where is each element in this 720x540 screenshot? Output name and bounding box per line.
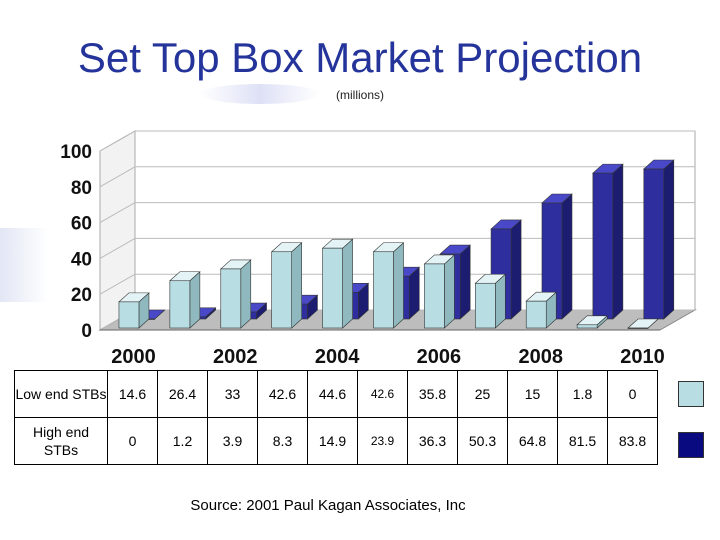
bar-high-end-side	[612, 163, 624, 320]
gridline	[99, 130, 136, 152]
bar-low-end	[271, 251, 292, 329]
table-cell: 42.6	[257, 370, 308, 418]
x-tick-label: 2006	[417, 346, 462, 368]
table-cell: 36.3	[407, 417, 458, 465]
page-title: Set Top Box Market Projection	[77, 34, 643, 81]
y-tick-label: 20	[71, 285, 92, 306]
bar-low-end	[118, 301, 140, 329]
table-cell: 50.3	[457, 417, 508, 465]
bar-high-end-side	[663, 159, 675, 320]
x-tick-label: 2004	[315, 346, 360, 368]
bar-high-end-side	[510, 219, 522, 320]
x-tick-label: 2000	[111, 346, 156, 368]
bar-low-end	[169, 280, 191, 329]
bar-low-end-side	[444, 254, 455, 329]
y-tick-label: 100	[60, 142, 92, 163]
table-cell: 42.6	[357, 370, 408, 418]
y-tick-label: 60	[71, 214, 92, 235]
table-cell: 23.9	[357, 417, 408, 465]
x-tick-label: 2010	[620, 346, 665, 368]
y-tick-label: 80	[71, 178, 92, 199]
gridline	[99, 273, 136, 295]
y-tick-label: 0	[81, 321, 92, 342]
row-label-low-end: Low end STBs	[14, 370, 108, 418]
table-cell: 14.9	[307, 417, 358, 465]
title-decoration	[200, 84, 320, 104]
side-decoration	[0, 228, 48, 302]
gridline	[99, 166, 136, 188]
bar-low-end-side	[240, 259, 252, 329]
table-cell: 14.6	[107, 370, 158, 418]
bar-low-end	[627, 327, 649, 329]
table-cell: 33	[207, 370, 258, 418]
table-cell: 25	[457, 370, 508, 418]
table-cell: 15	[507, 370, 558, 418]
gridline	[99, 202, 136, 224]
x-tick-label: 2008	[518, 346, 563, 368]
bar-low-end	[373, 251, 394, 329]
table-cell: 83.8	[607, 417, 658, 465]
table-cell: 26.4	[157, 370, 208, 418]
table-cell: 64.8	[507, 417, 558, 465]
bar-low-end	[424, 263, 445, 329]
table-cell: 44.6	[307, 370, 358, 418]
bar-low-end	[220, 268, 242, 329]
bar-low-end	[576, 324, 598, 329]
bar-low-end-side	[189, 271, 201, 329]
row-label-high-end: High end STBs	[14, 417, 108, 465]
bar-chart: 100 80 60 40 20 0 2000 2002 2004 2006 2008 2010	[60, 130, 697, 368]
table-cell: 0	[607, 370, 658, 418]
y-tick-label: 40	[71, 249, 92, 270]
bar-low-end-side	[495, 273, 506, 329]
table-row-high-end: High end STBs 0 1.2 3.9 8.3 14.9 23.9 36…	[14, 417, 658, 465]
legend-swatch-high-end	[678, 432, 704, 458]
bar-high-end-side	[561, 193, 573, 320]
table-cell: 8.3	[257, 417, 308, 465]
table-cell: 81.5	[557, 417, 608, 465]
bar-low-end	[525, 300, 547, 329]
bar-low-end-side	[291, 242, 302, 329]
bar-low-end-side	[393, 242, 404, 329]
bar-low-end-side	[342, 238, 353, 329]
data-table: Low end STBs 14.6 26.4 33 42.6 44.6 42.6…	[14, 370, 658, 465]
table-cell: 1.8	[557, 370, 608, 418]
table-row-low-end: Low end STBs 14.6 26.4 33 42.6 44.6 42.6…	[14, 370, 658, 418]
bar-high-end	[592, 172, 614, 320]
table-cell: 1.2	[157, 417, 208, 465]
legend-swatch-low-end	[678, 381, 704, 407]
bar-high-end-side	[459, 244, 471, 320]
table-cell: 0	[107, 417, 158, 465]
source-note: Source: 2001 Paul Kagan Associates, Inc	[190, 497, 466, 514]
chart-subtitle: (millions)	[336, 88, 384, 102]
table-cell: 3.9	[207, 417, 258, 465]
bar-high-end	[643, 168, 665, 320]
gridline	[99, 237, 136, 259]
bar-low-end	[475, 282, 496, 329]
table-cell: 35.8	[407, 370, 458, 418]
bar-low-end	[322, 247, 343, 329]
x-tick-label: 2002	[213, 346, 258, 368]
